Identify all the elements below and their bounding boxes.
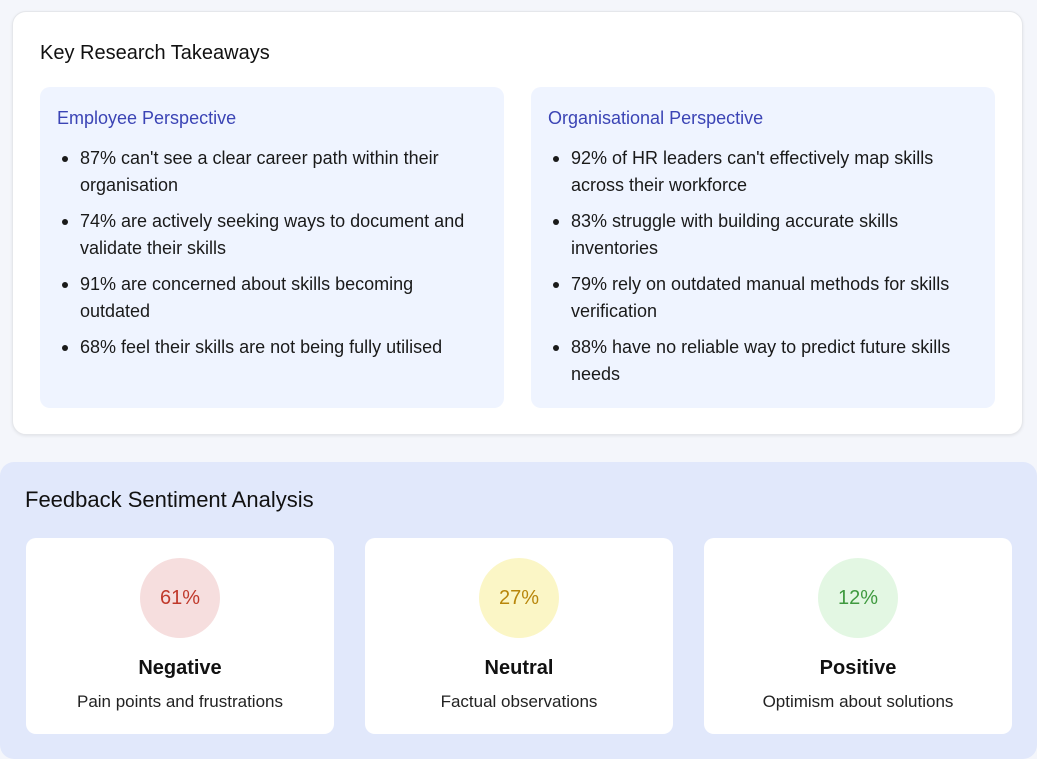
employee-perspective-list: 87% can't see a clear career path within…: [57, 145, 487, 361]
employee-perspective-panel: Employee Perspective 87% can't see a cle…: [40, 87, 504, 408]
sentiment-card-negative: 61% Negative Pain points and frustration…: [26, 538, 334, 734]
positive-percent-badge: 12%: [818, 558, 898, 638]
negative-percent-badge: 61%: [140, 558, 220, 638]
feedback-sentiment-panel: Feedback Sentiment Analysis 61% Negative…: [0, 462, 1037, 759]
list-item: 87% can't see a clear career path within…: [62, 145, 487, 199]
list-item: 79% rely on outdated manual methods for …: [553, 271, 978, 325]
list-item: 83% struggle with building accurate skil…: [553, 208, 978, 262]
list-item: 88% have no reliable way to predict futu…: [553, 334, 978, 388]
positive-description: Optimism about solutions: [762, 692, 954, 711]
organisational-perspective-heading: Organisational Perspective: [548, 108, 764, 128]
takeaways-title: Key Research Takeaways: [40, 42, 270, 64]
list-item: 68% feel their skills are not being full…: [62, 334, 487, 361]
neutral-percent-badge: 27%: [479, 558, 559, 638]
organisational-perspective-panel: Organisational Perspective 92% of HR lea…: [531, 87, 995, 408]
negative-description: Pain points and frustrations: [76, 692, 283, 711]
organisational-perspective-list: 92% of HR leaders can't effectively map …: [548, 145, 978, 388]
list-item: 91% are concerned about skills becoming …: [62, 271, 487, 325]
neutral-description: Factual observations: [440, 692, 598, 711]
list-item: 92% of HR leaders can't effectively map …: [553, 145, 978, 199]
key-research-takeaways-card: Key Research Takeaways Employee Perspect…: [12, 11, 1023, 435]
sentiment-title: Feedback Sentiment Analysis: [25, 487, 314, 512]
positive-label: Positive: [819, 657, 897, 679]
sentiment-card-positive: 12% Positive Optimism about solutions: [704, 538, 1012, 734]
sentiment-card-neutral: 27% Neutral Factual observations: [365, 538, 673, 734]
employee-perspective-heading: Employee Perspective: [57, 108, 237, 128]
neutral-label: Neutral: [484, 657, 554, 679]
list-item: 74% are actively seeking ways to documen…: [62, 208, 487, 262]
negative-label: Negative: [138, 657, 222, 679]
